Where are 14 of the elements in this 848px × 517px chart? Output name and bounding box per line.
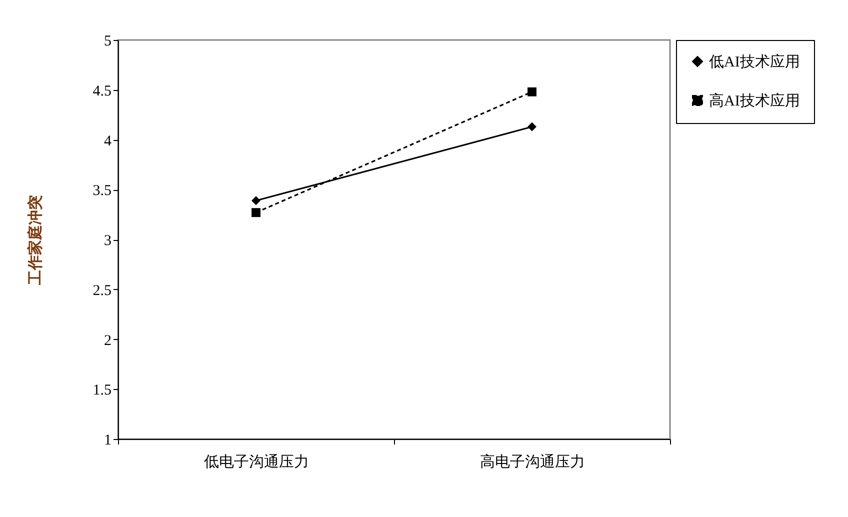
legend-label: 高AI技术应用 xyxy=(709,92,800,110)
y-axis-title: 工作家庭冲突 xyxy=(26,195,44,286)
y-tick-label: 2 xyxy=(104,332,112,349)
x-tick-label: 高电子沟通压力 xyxy=(480,454,585,470)
y-tick-label: 4 xyxy=(104,133,112,150)
legend-label: 低AI技术应用 xyxy=(709,54,800,70)
y-tick-label: 2.5 xyxy=(92,282,112,299)
y-tick-label: 4.5 xyxy=(92,83,112,100)
y-tick-label: 1.5 xyxy=(92,382,112,399)
y-tick-label: 3 xyxy=(104,233,112,249)
x-tick-label: 低电子沟通压力 xyxy=(204,454,309,470)
y-tick-label: 5 xyxy=(104,34,112,50)
y-tick-label: 1 xyxy=(104,432,112,448)
y-tick-label: 3.5 xyxy=(92,183,112,200)
